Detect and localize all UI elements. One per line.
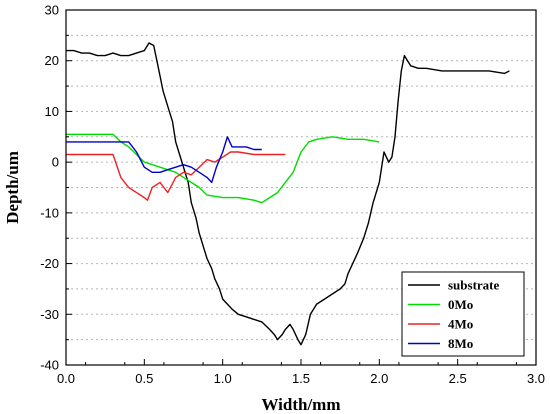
legend-label: 8Mo <box>448 336 473 351</box>
x-tick-label: 1.5 <box>292 371 310 386</box>
series-lines <box>66 42 510 346</box>
legend-label: 0Mo <box>448 297 473 312</box>
y-tick-label: -30 <box>40 307 59 322</box>
x-tick-label: 2.0 <box>370 371 388 386</box>
y-tick-label: 30 <box>45 3 59 18</box>
legend-label: 4Mo <box>448 317 473 332</box>
y-tick-label: -20 <box>40 256 59 271</box>
series-line-0mo <box>66 133 380 204</box>
x-tick-label: 2.5 <box>449 371 467 386</box>
y-tick-label: -40 <box>40 358 59 373</box>
y-tick-label: 0 <box>52 155 59 170</box>
x-axis-ticks: 0.0 0.5 1.0 1.5 2.0 2.5 3.0 <box>57 359 545 386</box>
y-axis-ticks: 30 20 10 0 -10 -20 -30 -40 <box>40 3 72 373</box>
y-tick-label: -10 <box>40 205 59 220</box>
series-line-8mo <box>66 136 262 184</box>
legend-label: substrate <box>448 278 500 293</box>
x-axis-title: Width/mm <box>261 395 340 414</box>
x-tick-label: 0.0 <box>57 371 75 386</box>
series-line-substrate <box>66 42 510 346</box>
legend: substrate 0Mo 4Mo 8Mo <box>401 271 525 357</box>
y-axis-title: Depth/um <box>3 151 22 224</box>
x-tick-label: 3.0 <box>527 371 545 386</box>
y-tick-label: 10 <box>45 104 59 119</box>
series-line-4mo <box>66 151 286 201</box>
x-tick-label: 0.5 <box>135 371 153 386</box>
x-tick-label: 1.0 <box>214 371 232 386</box>
y-tick-label: 20 <box>45 53 59 68</box>
legend-box <box>401 271 525 357</box>
